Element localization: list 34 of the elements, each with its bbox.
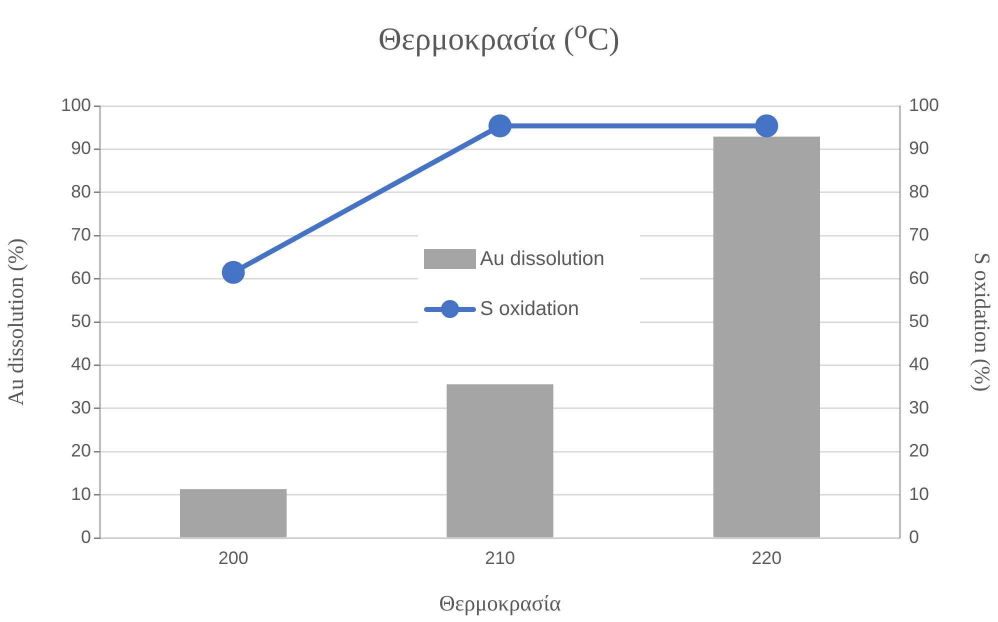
x-tick-label: 200 (218, 548, 248, 568)
y-tick-label: 100 (60, 94, 91, 115)
y2-tick-label: 20 (909, 440, 930, 461)
y-tick-label: 90 (70, 138, 91, 158)
y2-tick-label: 40 (909, 354, 930, 374)
bar (180, 489, 287, 538)
y2-tick-label: 100 (909, 94, 940, 115)
y2-tick-label: 80 (909, 181, 930, 202)
y-tick-label: 40 (70, 354, 91, 374)
y-tick-label: 60 (70, 268, 91, 288)
x-axis-title: Θερμοκρασία (439, 590, 562, 616)
y2-tick-label: 70 (909, 224, 930, 245)
y2-tick-label: 60 (909, 268, 930, 288)
y2-tick-label: 50 (909, 310, 930, 331)
y2-tick-label: 0 (909, 526, 920, 547)
y-tick-label: 0 (80, 526, 91, 547)
legend-label: Au dissolution (480, 248, 605, 270)
y-axis-title: Au dissolution (%) (2, 238, 28, 406)
x-tick-label: 220 (752, 548, 782, 568)
y-tick-label: 70 (70, 224, 91, 245)
x-tick-label: 210 (484, 548, 516, 568)
y-tick-label: 80 (70, 181, 91, 202)
chart-title: Θερμοκρασία ($^{o}$C) (377, 14, 621, 58)
y-tick-label: 50 (70, 310, 91, 331)
y-tick-label: 10 (70, 484, 91, 504)
y-tick-label: 30 (70, 397, 91, 418)
bar (446, 384, 554, 538)
y2-tick-label: 10 (909, 484, 930, 504)
y2-axis-title: S oxidation (%) (970, 252, 996, 392)
y2-tick-label: 30 (909, 397, 930, 418)
bar (713, 136, 820, 538)
y2-tick-label: 90 (909, 138, 930, 158)
legend-label: S oxidation (480, 298, 579, 320)
y-tick-label: 20 (70, 440, 91, 461)
